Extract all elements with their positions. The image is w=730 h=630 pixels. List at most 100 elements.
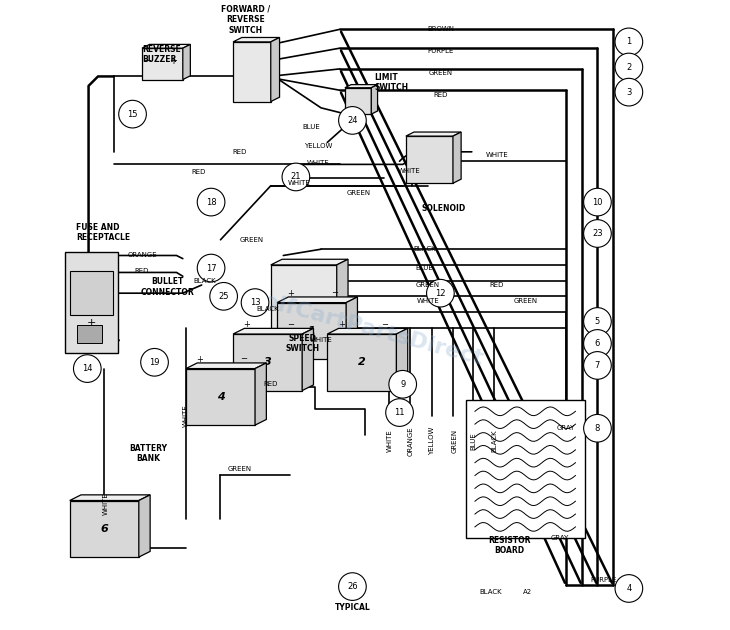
Text: BLACK: BLACK xyxy=(413,246,436,252)
Text: 6: 6 xyxy=(595,339,600,348)
FancyBboxPatch shape xyxy=(186,369,255,425)
Polygon shape xyxy=(70,495,150,500)
Text: RED: RED xyxy=(191,169,206,175)
Text: +: + xyxy=(196,355,203,364)
Text: −: − xyxy=(288,320,294,329)
Circle shape xyxy=(339,106,366,134)
Polygon shape xyxy=(271,260,348,265)
Text: SOLENOID: SOLENOID xyxy=(421,204,466,213)
FancyBboxPatch shape xyxy=(327,334,396,391)
Text: WHITE: WHITE xyxy=(398,168,420,174)
Circle shape xyxy=(584,415,611,442)
Polygon shape xyxy=(233,328,313,334)
Text: GolfCartPartsDirect: GolfCartPartsDirect xyxy=(244,286,486,369)
Text: 23: 23 xyxy=(592,229,603,238)
Polygon shape xyxy=(233,37,280,42)
Text: RED: RED xyxy=(433,92,447,98)
Polygon shape xyxy=(277,297,358,302)
Text: 4: 4 xyxy=(626,584,631,593)
Text: 2: 2 xyxy=(626,62,631,72)
Circle shape xyxy=(389,370,417,398)
Text: 14: 14 xyxy=(82,364,93,373)
Text: BROWN: BROWN xyxy=(427,26,454,32)
Text: 1: 1 xyxy=(626,37,631,47)
Polygon shape xyxy=(345,84,377,88)
Text: WHITE: WHITE xyxy=(416,299,439,304)
Polygon shape xyxy=(302,328,313,391)
Text: YELLOW: YELLOW xyxy=(429,427,435,455)
FancyBboxPatch shape xyxy=(233,334,302,391)
Polygon shape xyxy=(327,328,408,334)
Text: GREEN: GREEN xyxy=(429,71,453,76)
Text: −: − xyxy=(382,320,388,329)
Text: 13: 13 xyxy=(250,298,261,307)
Circle shape xyxy=(584,307,611,335)
Text: GREEN: GREEN xyxy=(240,237,264,243)
Circle shape xyxy=(426,279,454,307)
Circle shape xyxy=(615,28,642,55)
Text: FORWARD /
REVERSE
SWITCH: FORWARD / REVERSE SWITCH xyxy=(221,5,270,35)
FancyBboxPatch shape xyxy=(466,400,585,538)
Polygon shape xyxy=(271,37,280,101)
Text: PURPLE: PURPLE xyxy=(591,577,617,583)
Text: GREEN: GREEN xyxy=(513,299,537,304)
Text: BLUE: BLUE xyxy=(303,123,320,130)
Text: SPEED
SWITCH: SPEED SWITCH xyxy=(285,334,319,353)
FancyBboxPatch shape xyxy=(271,265,337,334)
Polygon shape xyxy=(186,363,266,369)
Text: 6: 6 xyxy=(101,524,108,534)
Polygon shape xyxy=(453,132,461,183)
Text: TYPICAL: TYPICAL xyxy=(334,603,370,612)
Circle shape xyxy=(385,399,413,427)
Text: 3: 3 xyxy=(626,88,631,96)
Circle shape xyxy=(615,78,642,106)
FancyBboxPatch shape xyxy=(233,42,271,101)
Text: −: − xyxy=(145,55,153,66)
Text: 2: 2 xyxy=(358,357,366,367)
Text: 11: 11 xyxy=(394,408,405,417)
Text: PURPLE: PURPLE xyxy=(427,49,453,54)
Text: 10: 10 xyxy=(592,198,603,207)
Text: +: + xyxy=(87,318,96,328)
Text: 5: 5 xyxy=(595,317,600,326)
Text: 4: 4 xyxy=(217,392,224,402)
Circle shape xyxy=(584,329,611,357)
FancyBboxPatch shape xyxy=(77,324,102,343)
Circle shape xyxy=(141,348,169,376)
Circle shape xyxy=(241,289,269,316)
Text: 7: 7 xyxy=(595,361,600,370)
Text: −: − xyxy=(240,355,247,364)
Text: ORANGE: ORANGE xyxy=(127,253,157,258)
Text: WHITE: WHITE xyxy=(103,492,110,515)
Text: WHITE: WHITE xyxy=(310,337,332,343)
Text: 8: 8 xyxy=(595,424,600,433)
Text: 24: 24 xyxy=(347,116,358,125)
Text: 17: 17 xyxy=(206,263,216,273)
Circle shape xyxy=(197,188,225,216)
Text: 1: 1 xyxy=(308,326,315,336)
Text: ORANGE: ORANGE xyxy=(408,426,414,455)
Text: GREEN: GREEN xyxy=(452,429,458,453)
Text: BLUE: BLUE xyxy=(471,432,477,450)
Text: GRAY: GRAY xyxy=(550,536,569,541)
Circle shape xyxy=(282,163,310,191)
Text: 12: 12 xyxy=(435,289,445,298)
Circle shape xyxy=(584,220,611,248)
Circle shape xyxy=(615,53,642,81)
Text: GREEN: GREEN xyxy=(227,466,251,472)
Text: RED: RED xyxy=(135,268,149,274)
Text: BLACK: BLACK xyxy=(193,278,216,284)
Text: RED: RED xyxy=(490,282,504,288)
Circle shape xyxy=(615,575,642,602)
Text: WHITE: WHITE xyxy=(485,152,508,158)
Text: RED: RED xyxy=(264,381,278,387)
Circle shape xyxy=(210,282,237,310)
Polygon shape xyxy=(255,363,266,425)
Text: FUSE AND
RECEPTACLE: FUSE AND RECEPTACLE xyxy=(76,222,130,242)
Polygon shape xyxy=(142,44,191,48)
Text: BLUE: BLUE xyxy=(416,265,434,271)
Polygon shape xyxy=(139,495,150,557)
Circle shape xyxy=(119,100,146,128)
Text: RED: RED xyxy=(232,149,247,155)
Text: GREEN: GREEN xyxy=(347,190,371,196)
